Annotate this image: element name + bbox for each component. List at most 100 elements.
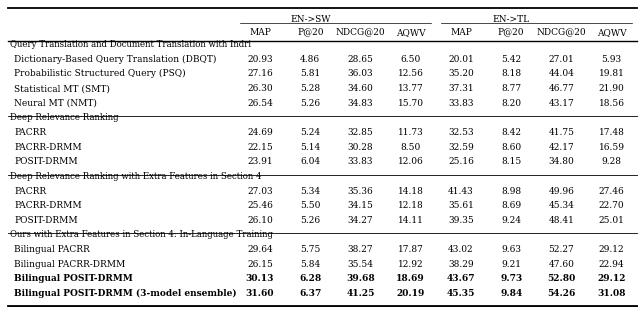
Text: EN->TL: EN->TL	[493, 14, 530, 23]
Text: PACRR: PACRR	[14, 187, 46, 195]
Text: 33.83: 33.83	[348, 157, 373, 166]
Text: 26.10: 26.10	[247, 216, 273, 225]
Text: 22.15: 22.15	[247, 143, 273, 152]
Text: 27.16: 27.16	[247, 69, 273, 78]
Text: 32.53: 32.53	[448, 128, 474, 137]
Text: 34.80: 34.80	[548, 157, 574, 166]
Text: 34.15: 34.15	[348, 201, 373, 210]
Text: POSIT-DRMM: POSIT-DRMM	[14, 157, 77, 166]
Text: 12.56: 12.56	[398, 69, 424, 78]
Text: 9.24: 9.24	[501, 216, 521, 225]
Text: 31.60: 31.60	[246, 289, 275, 298]
Text: 6.28: 6.28	[299, 274, 321, 283]
Text: AQWV: AQWV	[597, 28, 627, 37]
Text: 26.15: 26.15	[247, 260, 273, 269]
Text: 34.83: 34.83	[348, 99, 373, 108]
Text: 27.46: 27.46	[599, 187, 625, 195]
Text: Bilingual POSIT-DRMM (3-model ensemble): Bilingual POSIT-DRMM (3-model ensemble)	[14, 289, 237, 298]
Text: 43.67: 43.67	[447, 274, 476, 283]
Text: Neural MT (NMT): Neural MT (NMT)	[14, 99, 97, 108]
Text: MAP: MAP	[450, 28, 472, 37]
Text: 29.64: 29.64	[247, 245, 273, 254]
Text: 20.01: 20.01	[448, 55, 474, 64]
Text: 8.15: 8.15	[501, 157, 522, 166]
Text: 27.01: 27.01	[548, 55, 574, 64]
Text: 17.87: 17.87	[398, 245, 424, 254]
Text: 19.81: 19.81	[599, 69, 625, 78]
Text: P@20: P@20	[297, 28, 323, 37]
Text: 14.11: 14.11	[398, 216, 424, 225]
Text: 35.36: 35.36	[348, 187, 373, 195]
Text: 11.73: 11.73	[398, 128, 424, 137]
Text: 8.42: 8.42	[501, 128, 521, 137]
Text: MAP: MAP	[249, 28, 271, 37]
Text: Deep Relevance Ranking with Extra Features in Section 4: Deep Relevance Ranking with Extra Featur…	[10, 172, 261, 181]
Text: PACRR-DRMM: PACRR-DRMM	[14, 143, 82, 152]
Text: 12.18: 12.18	[398, 201, 424, 210]
Text: Deep Relevance Ranking: Deep Relevance Ranking	[10, 113, 118, 122]
Text: 18.56: 18.56	[598, 99, 625, 108]
Text: 41.43: 41.43	[448, 187, 474, 195]
Text: 5.34: 5.34	[300, 187, 320, 195]
Text: 20.93: 20.93	[247, 55, 273, 64]
Text: NDCG@20: NDCG@20	[335, 28, 385, 37]
Text: 17.48: 17.48	[599, 128, 625, 137]
Text: 8.98: 8.98	[501, 187, 521, 195]
Text: 42.17: 42.17	[548, 143, 574, 152]
Text: 22.94: 22.94	[599, 260, 625, 269]
Text: 34.27: 34.27	[348, 216, 373, 225]
Text: 13.77: 13.77	[398, 84, 424, 93]
Text: 31.08: 31.08	[597, 289, 626, 298]
Text: 26.54: 26.54	[247, 99, 273, 108]
Text: 35.20: 35.20	[448, 69, 474, 78]
Text: 5.14: 5.14	[300, 143, 321, 152]
Text: 5.26: 5.26	[300, 99, 320, 108]
Text: 8.77: 8.77	[501, 84, 521, 93]
Text: 43.17: 43.17	[548, 99, 574, 108]
Text: Bilingual POSIT-DRMM: Bilingual POSIT-DRMM	[14, 274, 133, 283]
Text: 34.60: 34.60	[348, 84, 373, 93]
Text: 29.12: 29.12	[597, 274, 626, 283]
Text: 12.06: 12.06	[398, 157, 424, 166]
Text: 5.75: 5.75	[300, 245, 321, 254]
Text: 52.27: 52.27	[548, 245, 574, 254]
Text: Ours with Extra Features in Section 4: In-Language Training: Ours with Extra Features in Section 4: I…	[10, 230, 273, 239]
Text: 41.75: 41.75	[548, 128, 575, 137]
Text: 9.21: 9.21	[501, 260, 521, 269]
Text: 9.73: 9.73	[500, 274, 522, 283]
Text: 5.24: 5.24	[300, 128, 320, 137]
Text: 35.61: 35.61	[448, 201, 474, 210]
Text: 48.41: 48.41	[548, 216, 574, 225]
Text: 18.69: 18.69	[396, 274, 425, 283]
Text: 4.86: 4.86	[300, 55, 320, 64]
Text: 25.16: 25.16	[448, 157, 474, 166]
Text: 22.70: 22.70	[599, 201, 625, 210]
Text: 5.50: 5.50	[300, 201, 321, 210]
Text: 5.26: 5.26	[300, 216, 320, 225]
Text: EN->SW: EN->SW	[290, 14, 330, 23]
Text: NDCG@20: NDCG@20	[536, 28, 586, 37]
Text: 8.18: 8.18	[501, 69, 521, 78]
Text: Query Translation and Document Translation with Indri: Query Translation and Document Translati…	[10, 40, 251, 49]
Text: 28.65: 28.65	[348, 55, 373, 64]
Text: 38.29: 38.29	[448, 260, 474, 269]
Text: 45.34: 45.34	[548, 201, 574, 210]
Text: 8.20: 8.20	[501, 99, 521, 108]
Text: 5.93: 5.93	[602, 55, 621, 64]
Text: Dictionary-Based Query Translation (DBQT): Dictionary-Based Query Translation (DBQT…	[14, 55, 216, 64]
Text: 24.69: 24.69	[247, 128, 273, 137]
Text: 27.03: 27.03	[247, 187, 273, 195]
Text: 9.28: 9.28	[602, 157, 621, 166]
Text: 5.81: 5.81	[300, 69, 321, 78]
Text: 35.54: 35.54	[348, 260, 374, 269]
Text: 16.59: 16.59	[598, 143, 625, 152]
Text: 12.92: 12.92	[398, 260, 424, 269]
Text: 25.01: 25.01	[599, 216, 625, 225]
Text: 8.60: 8.60	[501, 143, 521, 152]
Text: 43.02: 43.02	[448, 245, 474, 254]
Text: 33.83: 33.83	[448, 99, 474, 108]
Text: PACRR: PACRR	[14, 128, 46, 137]
Text: 38.27: 38.27	[348, 245, 373, 254]
Text: 47.60: 47.60	[548, 260, 574, 269]
Text: 36.03: 36.03	[348, 69, 373, 78]
